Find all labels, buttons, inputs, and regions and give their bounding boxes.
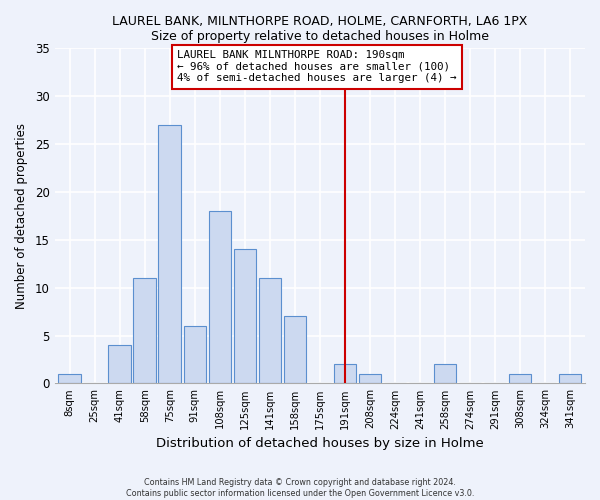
Bar bbox=[359, 374, 381, 384]
Y-axis label: Number of detached properties: Number of detached properties bbox=[15, 123, 28, 309]
Bar bbox=[233, 250, 256, 384]
Bar bbox=[133, 278, 156, 384]
Bar bbox=[284, 316, 306, 384]
Bar bbox=[334, 364, 356, 384]
Bar bbox=[184, 326, 206, 384]
Bar bbox=[109, 345, 131, 384]
Text: LAUREL BANK MILNTHORPE ROAD: 190sqm
← 96% of detached houses are smaller (100)
4: LAUREL BANK MILNTHORPE ROAD: 190sqm ← 96… bbox=[177, 50, 457, 84]
Text: Contains HM Land Registry data © Crown copyright and database right 2024.
Contai: Contains HM Land Registry data © Crown c… bbox=[126, 478, 474, 498]
Bar bbox=[434, 364, 456, 384]
Bar bbox=[559, 374, 581, 384]
Bar bbox=[58, 374, 81, 384]
Bar bbox=[158, 125, 181, 384]
Bar bbox=[509, 374, 531, 384]
Bar bbox=[209, 211, 231, 384]
Title: LAUREL BANK, MILNTHORPE ROAD, HOLME, CARNFORTH, LA6 1PX
Size of property relativ: LAUREL BANK, MILNTHORPE ROAD, HOLME, CAR… bbox=[112, 15, 527, 43]
X-axis label: Distribution of detached houses by size in Holme: Distribution of detached houses by size … bbox=[156, 437, 484, 450]
Bar bbox=[259, 278, 281, 384]
